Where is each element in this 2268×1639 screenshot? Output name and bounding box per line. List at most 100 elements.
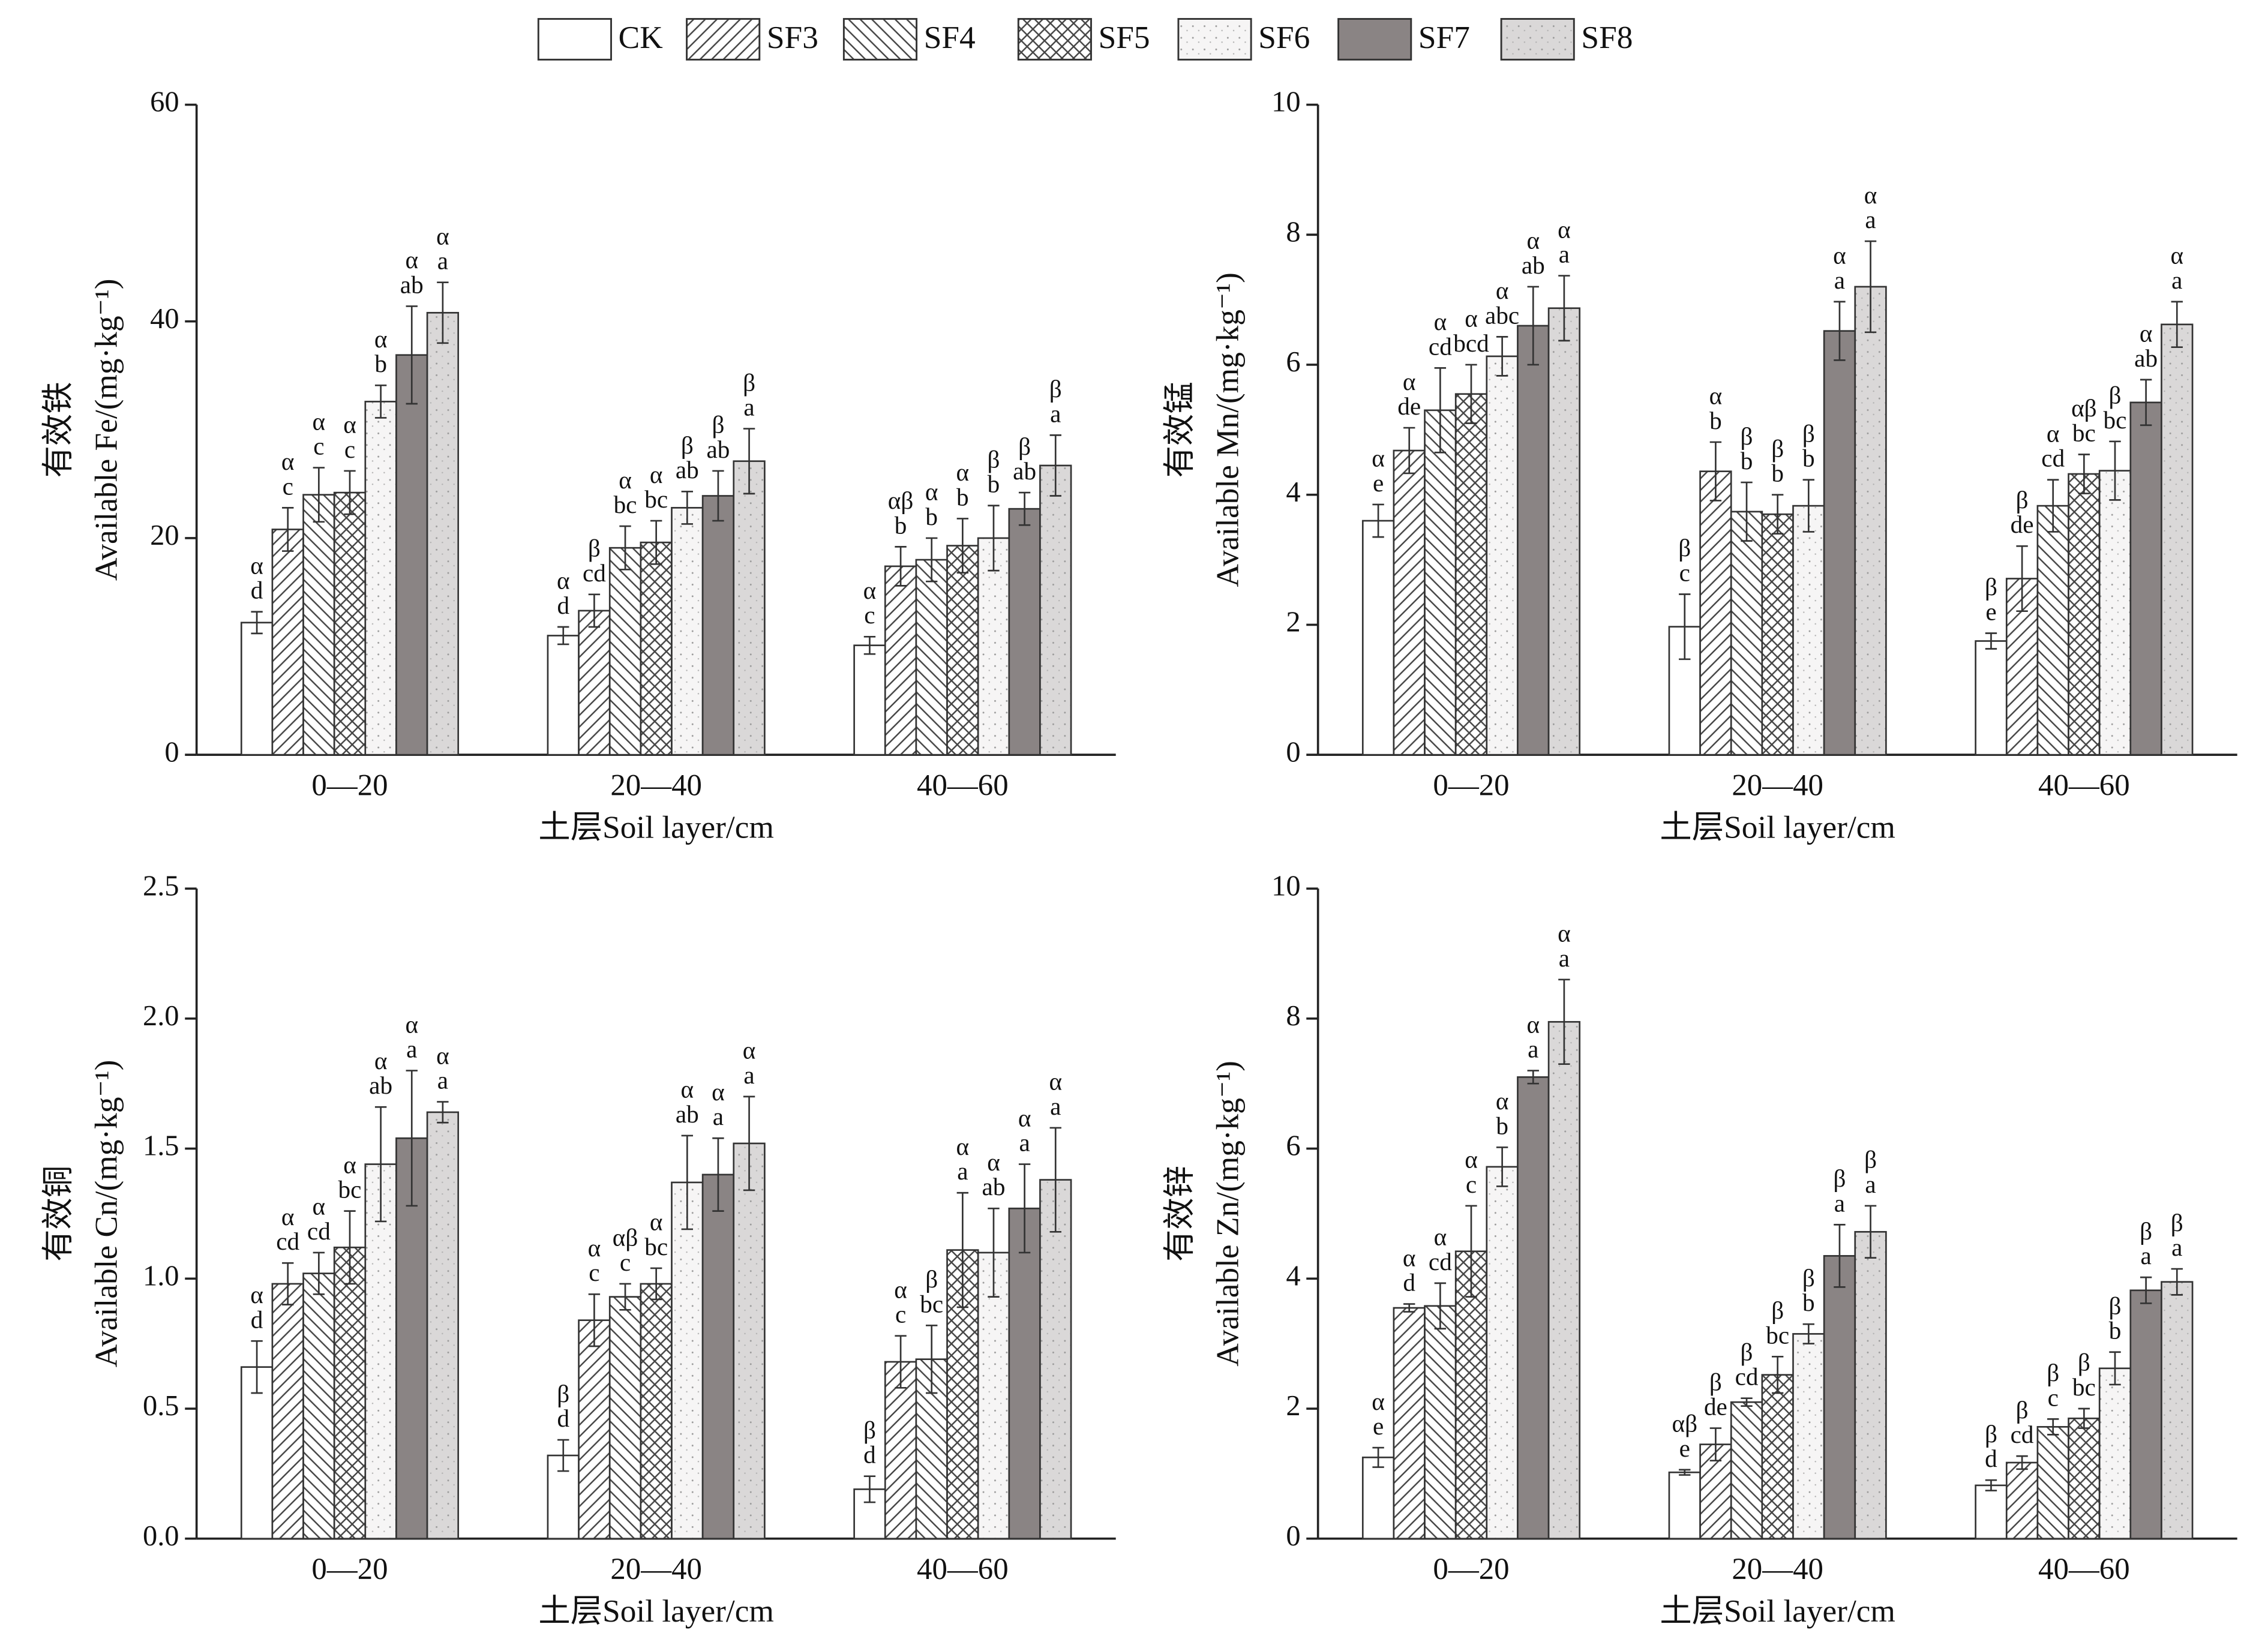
significance-greek: β — [2016, 1396, 2029, 1424]
bar — [1486, 355, 1519, 756]
bar — [1039, 464, 1072, 756]
significance-letter: a — [713, 1103, 724, 1130]
significance-greek: α — [1496, 1087, 1509, 1115]
significance-greek: α — [343, 1151, 356, 1178]
significance-letter: a — [437, 1067, 448, 1094]
bar — [946, 545, 979, 756]
error-bar — [313, 1251, 325, 1295]
error-bar — [1496, 1146, 1508, 1187]
bar — [1854, 286, 1887, 756]
significance-greek: α — [1049, 1068, 1062, 1095]
significance-greek: β — [2109, 1292, 2122, 1319]
error-bar — [2171, 1268, 2183, 1296]
x-axis-title: 土层Soil layer/cm — [1660, 1593, 1895, 1629]
y-axis-title: Available Zn/(mg·kg⁻¹) — [1209, 1061, 1245, 1367]
significance-greek: β — [988, 445, 1000, 473]
significance-greek: α — [743, 1037, 756, 1064]
significance-greek: α — [281, 448, 295, 475]
significance-letter: ab — [676, 456, 699, 484]
significance-letter: cd — [276, 1227, 299, 1255]
error-bar — [437, 1101, 449, 1124]
significance-greek: β — [2109, 382, 2122, 409]
error-bar — [344, 470, 356, 515]
significance-greek: β — [1049, 375, 1062, 403]
bar — [853, 644, 886, 756]
legend-swatch — [1177, 18, 1252, 61]
error-bar — [1434, 1282, 1447, 1330]
significance-greek: αβ — [613, 1224, 638, 1251]
bar — [1975, 1484, 2008, 1540]
legend-label: CK — [619, 19, 663, 55]
legend-swatch — [686, 18, 761, 61]
error-bar — [1771, 494, 1784, 535]
bar — [1547, 1020, 1581, 1540]
significance-greek: α — [1833, 242, 1846, 269]
error-bar — [1709, 1427, 1722, 1462]
significance-letter: bc — [338, 1176, 362, 1203]
significance-greek: α — [1403, 368, 1416, 395]
error-bar — [1527, 286, 1539, 366]
error-bar — [588, 1293, 601, 1347]
error-bar — [1709, 441, 1722, 502]
significance-letter: bc — [920, 1290, 943, 1317]
significance-letter: cd — [1429, 332, 1452, 360]
error-bar — [251, 1340, 263, 1394]
significance-letter: a — [1050, 400, 1061, 427]
significance-greek: α — [1558, 920, 1571, 947]
y-tick-label: 4 — [1286, 1260, 1300, 1292]
x-tick-label: 0—20 — [311, 769, 388, 803]
error-bar — [406, 1070, 418, 1207]
significance-letter: c — [1679, 559, 1690, 586]
x-tick-label: 40—60 — [2038, 1553, 2130, 1586]
error-bar — [2016, 545, 2028, 612]
x-tick-label: 40—60 — [917, 1553, 1009, 1586]
significance-letter: bc — [2072, 419, 2096, 446]
bar — [1730, 1401, 1763, 1540]
error-bar — [1465, 364, 1477, 424]
legend-swatch — [1337, 18, 1412, 61]
bar — [1823, 1255, 1856, 1540]
bar — [701, 495, 735, 756]
error-bar — [1802, 479, 1815, 533]
bar — [1454, 1250, 1488, 1540]
significance-greek: β — [2140, 1217, 2152, 1245]
y-tick-label: 2.0 — [143, 1000, 179, 1032]
error-bar — [988, 1207, 1000, 1298]
bar — [395, 354, 428, 756]
significance-greek: α — [925, 478, 938, 506]
y-axis-title: 有效锰 — [1161, 382, 1197, 478]
significance-letter: b — [374, 350, 387, 377]
significance-greek: β — [925, 1265, 938, 1293]
significance-letter: cd — [2011, 1421, 2034, 1448]
bar — [2098, 1367, 2132, 1540]
significance-greek: β — [743, 368, 755, 396]
bar — [271, 1283, 304, 1540]
significance-letter: a — [2171, 266, 2182, 294]
error-bar — [1527, 1070, 1539, 1085]
legend-label: SF7 — [1418, 19, 1470, 55]
significance-letter: bc — [644, 485, 668, 513]
bar — [733, 1142, 766, 1540]
bar — [1517, 1076, 1550, 1540]
bar — [333, 1246, 367, 1540]
error-bar — [650, 1267, 662, 1301]
error-bar — [557, 1439, 569, 1472]
significance-letter: ab — [982, 1173, 1006, 1200]
significance-letter: cd — [1429, 1248, 1452, 1275]
bar — [1792, 1333, 1825, 1540]
bar — [1854, 1230, 1887, 1540]
error-bar — [1018, 1163, 1031, 1254]
bar — [1792, 505, 1825, 756]
x-tick-label: 0—20 — [1433, 769, 1509, 803]
error-bar — [1403, 1303, 1415, 1313]
significance-letter: e — [1373, 1412, 1384, 1440]
y-tick-label: 20 — [150, 520, 179, 551]
significance-greek: α — [2170, 242, 2183, 269]
error-bar — [1465, 1205, 1477, 1298]
error-bar — [1771, 1355, 1784, 1394]
significance-letter: b — [1741, 447, 1753, 475]
significance-greek: β — [1985, 573, 1997, 601]
bar — [302, 1272, 335, 1540]
significance-letter: e — [1679, 1434, 1690, 1462]
y-axis-title: Available Cn/(mg·kg⁻¹) — [88, 1060, 124, 1368]
